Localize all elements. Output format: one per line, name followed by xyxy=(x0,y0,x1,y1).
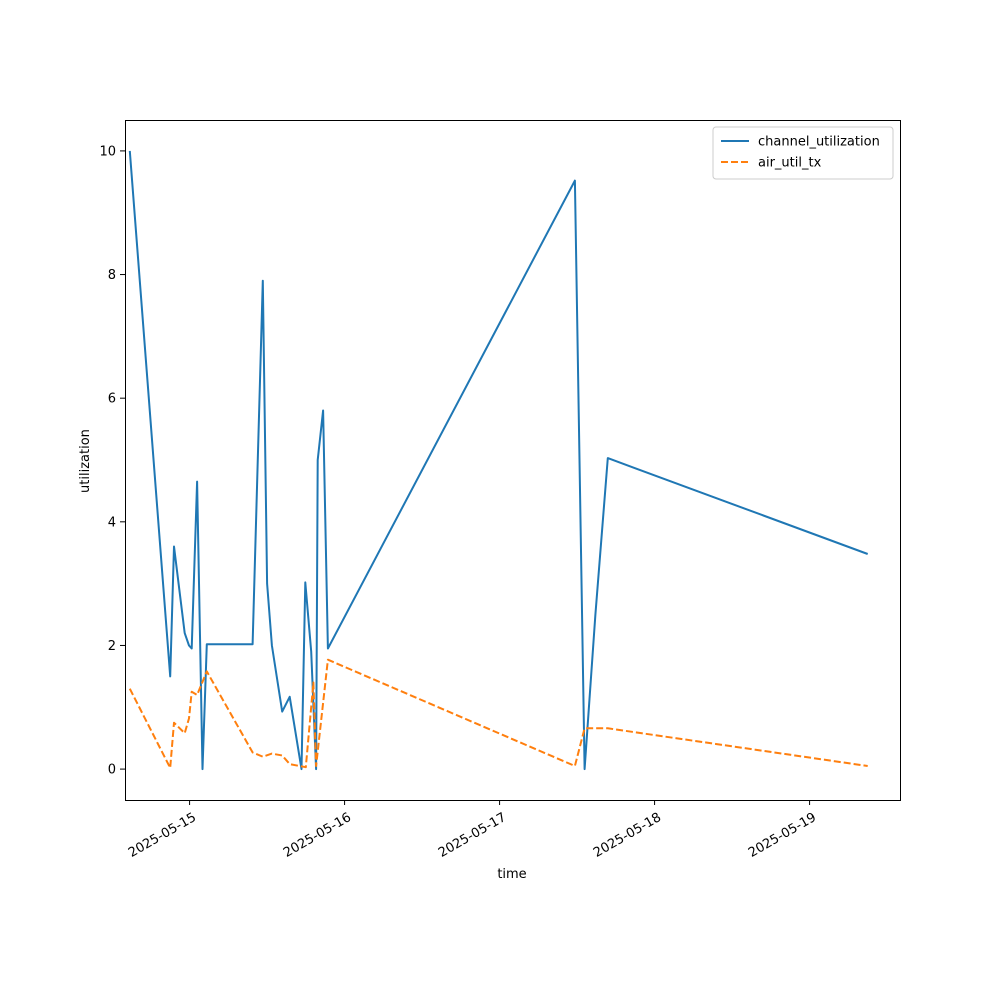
y-axis-label: utilization xyxy=(78,429,93,493)
y-tick-label: 6 xyxy=(108,392,116,407)
legend-label-air-util-tx: air_util_tx xyxy=(758,156,822,171)
y-tick-label: 8 xyxy=(108,268,116,283)
legend-label-channel-utilization: channel_utilization xyxy=(758,135,880,150)
y-tick-label: 2 xyxy=(108,639,116,654)
plot-frame xyxy=(125,120,901,801)
legend: channel_utilization air_util_tx xyxy=(712,126,894,180)
series-line-channel-utilization xyxy=(128,150,869,771)
series-line-air-util-tx xyxy=(128,658,868,769)
x-axis-label: time xyxy=(497,867,526,882)
series-layer xyxy=(128,150,869,771)
y-axis: 0 2 4 6 8 10 xyxy=(99,144,125,778)
y-tick-label: 4 xyxy=(108,515,116,530)
legend-box xyxy=(712,126,894,180)
y-tick-label: 0 xyxy=(108,763,116,778)
y-tick-label: 10 xyxy=(99,144,116,159)
